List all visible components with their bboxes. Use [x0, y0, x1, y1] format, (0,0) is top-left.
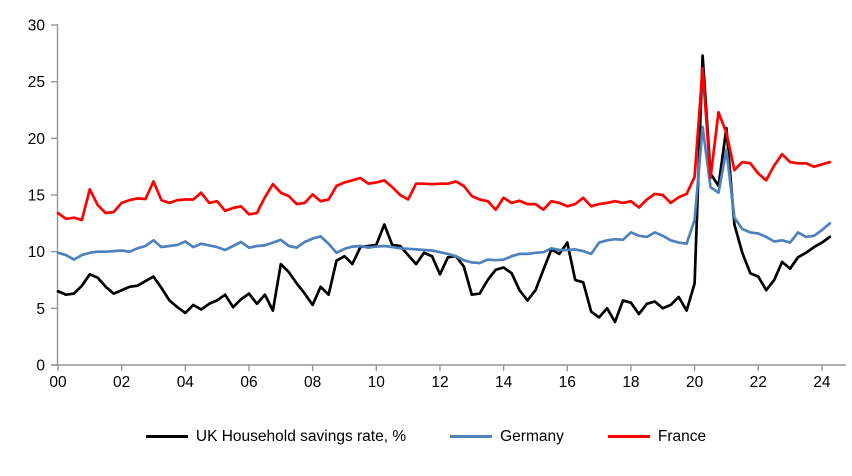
x-tick-label: 24: [813, 374, 831, 391]
x-tick-label: 14: [495, 374, 513, 391]
y-tick-label: 25: [28, 74, 45, 91]
y-tick-label: 30: [28, 18, 46, 35]
france-line-swatch: [607, 435, 650, 439]
legend-label-france: France: [657, 428, 707, 445]
series-line-germany: [56, 125, 832, 265]
x-tick-label: 12: [431, 374, 448, 391]
x-tick-label: 20: [686, 374, 704, 391]
x-tick-label: 16: [559, 374, 576, 391]
legend-label-germany: Germany: [500, 428, 564, 445]
legend-item-france: France: [607, 428, 707, 445]
x-tick-label: 00: [49, 374, 67, 391]
x-tick-label: 08: [304, 374, 321, 391]
x-tick-label: 18: [622, 374, 639, 391]
germany-line-swatch: [450, 435, 493, 439]
y-tick-label: 20: [28, 131, 46, 148]
uk-line-swatch: [145, 435, 188, 439]
x-tick-label: 02: [113, 374, 130, 391]
legend-item-germany: Germany: [450, 429, 564, 445]
legend: UK Household savings rate, % Germany Fra…: [0, 429, 852, 445]
legend-item-uk: UK Household savings rate, %: [145, 428, 407, 445]
y-tick-label: 10: [28, 244, 46, 261]
y-tick-label: 5: [36, 301, 45, 318]
x-tick-label: 10: [368, 374, 386, 391]
x-tick-label: 22: [750, 374, 767, 391]
x-tick-label: 06: [240, 374, 257, 391]
y-tick-label: 0: [36, 358, 45, 375]
x-tick-label: 04: [177, 374, 195, 391]
y-tick-label: 15: [28, 188, 45, 205]
legend-label-uk: UK Household savings rate, %: [195, 428, 407, 445]
series-line-france: [56, 66, 832, 222]
